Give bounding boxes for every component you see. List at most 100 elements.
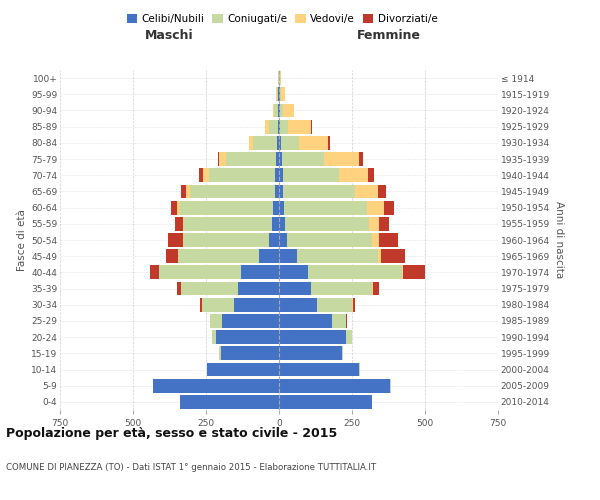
Bar (259, 250, 279, 263)
Bar (288, 120, 311, 134)
Bar (282, 152, 324, 166)
Bar (180, 395, 279, 409)
Bar (226, 152, 276, 166)
Bar (279, 330, 346, 344)
Bar (265, 120, 269, 134)
Bar (269, 120, 278, 134)
Bar (275, 184, 279, 198)
Text: COMUNE DI PIANEZZA (TO) - Dati ISTAT 1° gennaio 2015 - Elaborazione TUTTITALIA.I: COMUNE DI PIANEZZA (TO) - Dati ISTAT 1° … (6, 462, 376, 471)
Bar (277, 136, 279, 149)
Bar (269, 233, 279, 247)
Bar (253, 136, 277, 149)
Bar (218, 152, 219, 166)
Bar (279, 346, 342, 360)
Text: Popolazione per età, sesso e stato civile - 2015: Popolazione per età, sesso e stato civil… (6, 428, 337, 440)
Bar (379, 217, 389, 230)
Bar (279, 250, 296, 263)
Bar (367, 200, 383, 214)
Bar (368, 168, 374, 182)
Bar (401, 266, 403, 280)
Bar (355, 184, 378, 198)
Bar (203, 168, 209, 182)
Bar (283, 184, 355, 198)
Bar (216, 330, 279, 344)
Bar (279, 266, 308, 280)
Y-axis label: Fasce di età: Fasce di età (17, 209, 27, 271)
Bar (381, 250, 404, 263)
Bar (171, 200, 178, 214)
Bar (175, 217, 182, 230)
Bar (184, 233, 269, 247)
Bar (166, 250, 178, 263)
Bar (279, 71, 280, 85)
Bar (279, 217, 286, 230)
Bar (324, 152, 359, 166)
Bar (190, 184, 275, 198)
Bar (279, 184, 283, 198)
Bar (199, 168, 203, 182)
Legend: Celibi/Nubili, Coniugati/e, Vedovi/e, Divorziati/e: Celibi/Nubili, Coniugati/e, Vedovi/e, Di… (122, 10, 442, 29)
Bar (272, 104, 274, 118)
Bar (283, 168, 339, 182)
Bar (279, 104, 280, 118)
Bar (342, 346, 343, 360)
Bar (346, 330, 352, 344)
Bar (178, 250, 259, 263)
Bar (311, 282, 373, 296)
Bar (308, 266, 401, 280)
Bar (279, 379, 390, 392)
Bar (177, 282, 181, 296)
Bar (379, 233, 398, 247)
Y-axis label: Anni di nascita: Anni di nascita (554, 202, 564, 278)
Bar (212, 330, 216, 344)
Bar (346, 314, 347, 328)
Bar (283, 104, 293, 118)
Bar (368, 217, 379, 230)
Bar (328, 136, 329, 149)
Bar (274, 104, 278, 118)
Bar (378, 184, 386, 198)
Text: Maschi: Maschi (145, 30, 194, 43)
Bar (150, 266, 158, 280)
Bar (241, 266, 279, 280)
Bar (359, 152, 363, 166)
Bar (279, 233, 287, 247)
Bar (403, 266, 425, 280)
Bar (279, 282, 311, 296)
Bar (279, 298, 317, 312)
Bar (181, 184, 187, 198)
Bar (273, 200, 279, 214)
Text: Femmine: Femmine (356, 30, 421, 43)
Bar (200, 298, 202, 312)
Bar (281, 136, 299, 149)
Bar (278, 120, 279, 134)
Bar (202, 298, 234, 312)
Bar (299, 136, 328, 149)
Bar (280, 104, 283, 118)
Bar (296, 250, 378, 263)
Bar (383, 200, 394, 214)
Bar (280, 120, 288, 134)
Bar (280, 88, 281, 101)
Bar (277, 88, 278, 101)
Bar (279, 395, 373, 409)
Bar (234, 298, 279, 312)
Bar (208, 362, 279, 376)
Bar (279, 314, 332, 328)
Bar (182, 233, 184, 247)
Bar (280, 71, 281, 85)
Bar (168, 233, 182, 247)
Bar (222, 314, 279, 328)
Bar (182, 217, 184, 230)
Bar (209, 168, 275, 182)
Bar (187, 184, 190, 198)
Bar (154, 379, 279, 392)
Bar (180, 200, 273, 214)
Bar (284, 200, 367, 214)
Bar (339, 168, 368, 182)
Bar (279, 362, 359, 376)
Bar (279, 136, 281, 149)
Bar (238, 282, 279, 296)
Bar (178, 200, 180, 214)
Bar (275, 168, 279, 182)
